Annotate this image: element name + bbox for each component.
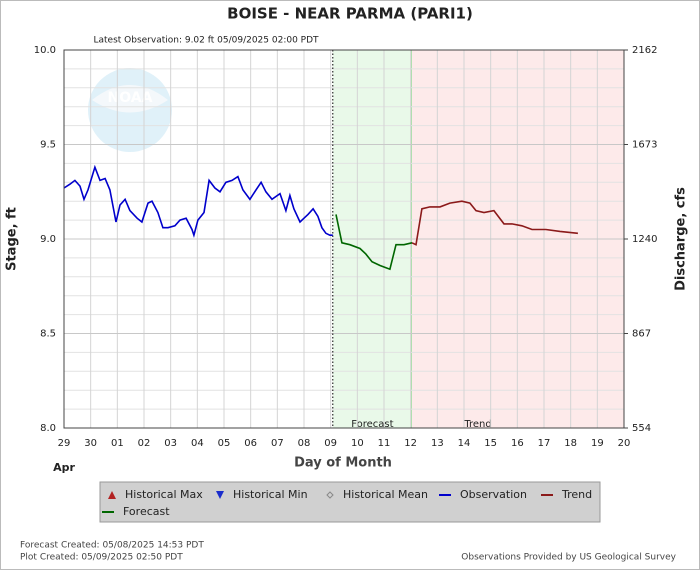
x-tick-label: 07 [271,438,284,449]
x-tick-label: 06 [244,438,257,449]
y2-tick-label: 867 [632,329,651,340]
y-tick-label: 9.5 [40,140,56,151]
plot-area: NOAA Forecast Trend 8.0 8.5 9.0 9.5 10.0 554 867 1… [34,45,658,449]
subtitle: Latest Observation: 9.02 ft 05/09/2025 0… [93,36,319,46]
legend-symbol [108,491,116,499]
footer-text: Forecast Created: 05/08/2025 14:53 PDT [20,541,204,551]
y2-tick-label: 554 [632,423,651,434]
series-line [335,214,413,271]
legend-symbol [216,491,224,499]
logo-text: NOAA [108,90,153,106]
chart-title: BOISE - NEAR PARMA (PARI1) [227,5,473,23]
x-tick-label: 14 [458,438,471,449]
y2-tick-label: 2162 [632,45,657,56]
x-tick-label: 13 [431,438,444,449]
x-tick-label: 29 [58,438,71,449]
y-tick-label: 8.5 [40,329,56,340]
y2-tick-label: 1673 [632,140,657,151]
y-tick-label: 9.0 [40,234,56,245]
band-label: Trend [463,419,491,430]
x-tick-label: 02 [138,438,151,449]
x-tick-label: 09 [324,438,337,449]
legend-box [99,481,601,523]
x-tick-label: 18 [564,438,577,449]
legend-label: Historical Mean [343,488,428,501]
logo [92,85,168,113]
plot-border [63,49,625,429]
x-tick-label: 04 [191,438,204,449]
y-axis-label: Stage, ft [5,207,20,271]
x-tick-label: 05 [218,438,231,449]
series-line [411,200,578,246]
x-tick-label: 19 [591,438,604,449]
x-tick-label: 01 [111,438,124,449]
x-tick-label: 16 [511,438,524,449]
footer-text: Observations Provided by US Geological S… [461,553,676,563]
band-label: Forecast [351,419,393,430]
legend-label: Observation [460,488,527,501]
series-line [63,164,333,238]
legend-label: Historical Min [233,488,308,501]
month-label: Apr [53,461,75,474]
x-tick-label: 10 [351,438,364,449]
x-tick-label: 20 [618,438,631,449]
legend-symbol [326,491,334,499]
y2-tick-label: 1240 [632,234,657,245]
x-tick-label: 03 [164,438,177,449]
x-tick-label: 15 [484,438,497,449]
x-tick-label: 08 [298,438,311,449]
x-tick-label: 30 [84,438,97,449]
x-tick-label: 12 [404,438,417,449]
x-axis-label: Day of Month [294,456,392,471]
y-tick-label: 10.0 [34,45,56,56]
legend-label: Forecast [123,505,170,518]
y2-axis-label: Discharge, cfs [674,187,689,291]
x-tick-label: 11 [378,438,391,449]
legend-label: Trend [561,488,592,501]
x-tick-label: 17 [538,438,551,449]
legend-label: Historical Max [125,488,203,501]
footer-text: Plot Created: 05/09/2025 02:50 PDT [20,553,183,563]
y-tick-label: 8.0 [40,423,56,434]
